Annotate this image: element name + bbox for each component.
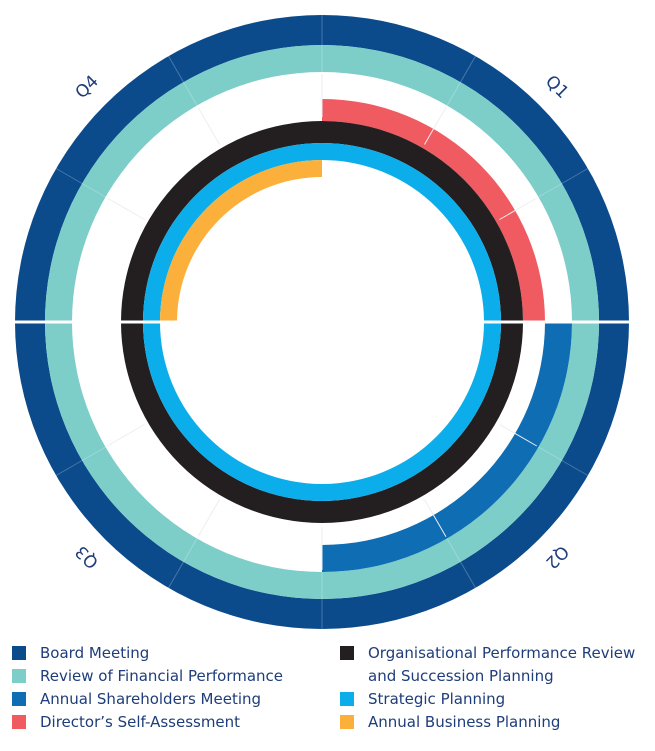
legend: Organisational Performance Review and Su… [340, 642, 640, 734]
legend-item: Board Meeting [12, 642, 322, 665]
ring-segment [45, 45, 322, 322]
ring-segment [322, 15, 629, 322]
month-tick [424, 499, 447, 538]
ring-segment [322, 143, 501, 322]
legend-item: Annual Shareholders Meeting [12, 688, 322, 711]
legend-swatch [12, 646, 26, 660]
month-divider [446, 538, 476, 589]
month-divider [55, 446, 106, 476]
ring-segment [121, 322, 322, 523]
month-tick [197, 106, 220, 145]
month-divider [168, 538, 198, 589]
ring-segment [322, 322, 501, 501]
month-divider [168, 55, 198, 106]
legend-swatch [340, 715, 354, 729]
month-tick [424, 106, 447, 145]
legend-item: Strategic Planning [340, 688, 640, 711]
chart: Q1 Q2 Q3 Q4 [15, 15, 629, 629]
legend-swatch [12, 692, 26, 706]
legend-item: Organisational Performance Review and Su… [340, 642, 640, 688]
ring-segment [143, 143, 322, 322]
month-tick [499, 197, 538, 220]
ring-segment [322, 322, 523, 523]
ring-segment [143, 322, 322, 501]
ring-segment [45, 322, 322, 599]
quarter-label: Q3 [72, 541, 103, 572]
ring-segment [160, 160, 322, 322]
legend-swatch [12, 669, 26, 683]
ring-segment [121, 121, 322, 322]
month-divider [55, 168, 106, 198]
ring-segment [322, 322, 599, 599]
legend-label: Annual Business Planning [368, 713, 561, 731]
legend-item: Review of Financial Performance [12, 665, 322, 688]
ring-segment [322, 322, 572, 572]
quarter-label: Q4 [72, 72, 103, 103]
ring-segment [322, 121, 523, 322]
legend-label: Strategic Planning [368, 690, 506, 708]
month-divider [538, 168, 589, 198]
month-tick [197, 499, 220, 538]
legend-item: Annual Business Planning [340, 711, 640, 734]
legend-label: Organisational Performance Review and Su… [368, 644, 636, 685]
ring-segment [322, 322, 629, 629]
legend-label: Review of Financial Performance [40, 667, 284, 685]
month-divider [446, 55, 476, 106]
ring-segment [322, 45, 599, 322]
ring-segment [15, 15, 322, 322]
legend-label: Director’s Self-Assessment [40, 713, 241, 731]
legend-item: Director’s Self-Assessment [12, 711, 322, 734]
legend-label: Board Meeting [40, 644, 150, 662]
quarter-label: Q1 [541, 72, 572, 103]
legend-swatch [12, 715, 26, 729]
month-tick [106, 197, 145, 220]
ring-segment [322, 99, 545, 322]
quarter-label: Q2 [541, 541, 572, 572]
month-tick [106, 424, 145, 447]
month-tick [499, 424, 538, 447]
ring-segment [15, 322, 322, 629]
legend-label: Annual Shareholders Meeting [40, 690, 262, 708]
legend: Board Meeting Review of Financial Perform… [12, 642, 322, 734]
month-divider [538, 446, 589, 476]
legend-swatch [340, 646, 354, 660]
legend-swatch [340, 692, 354, 706]
